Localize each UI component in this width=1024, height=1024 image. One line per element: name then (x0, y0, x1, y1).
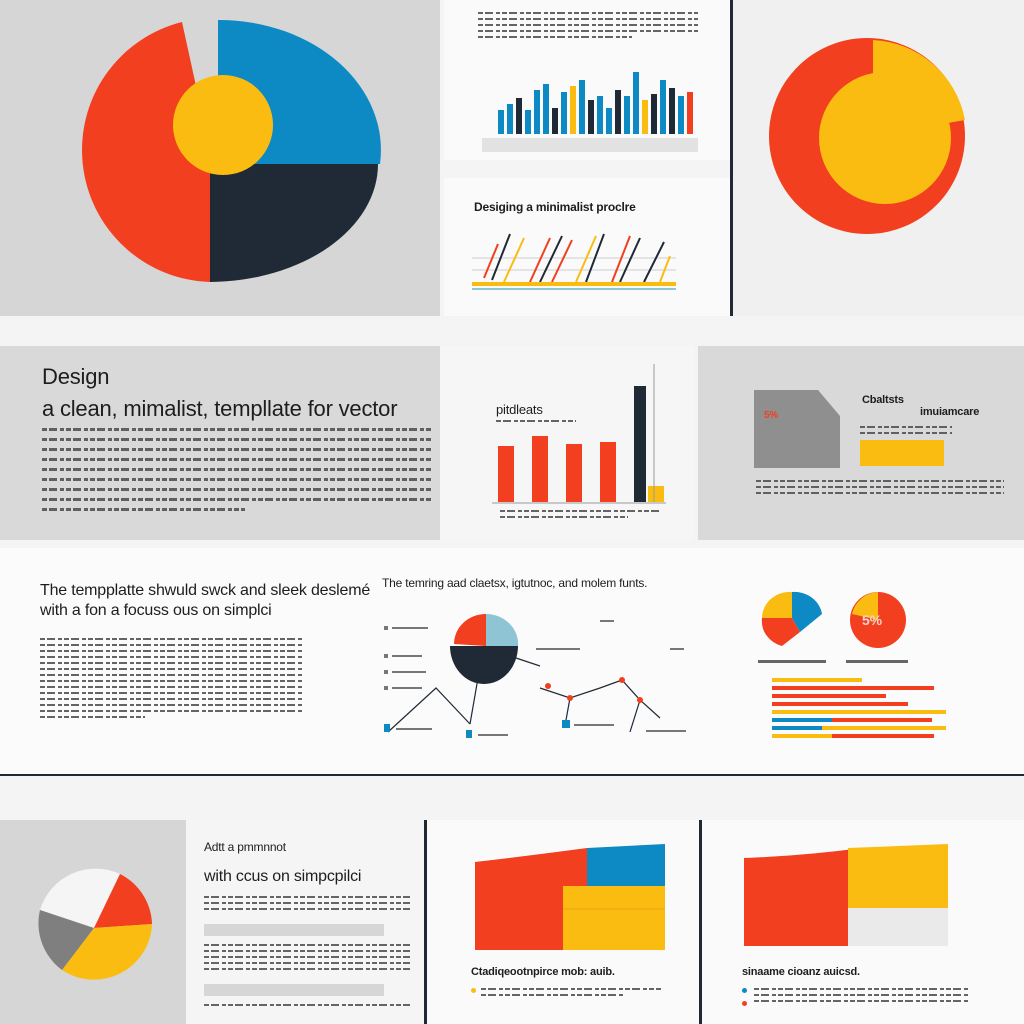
chart3-legend-dot-1 (742, 988, 747, 993)
row3-divider (0, 774, 1024, 776)
row4-pie-panel (0, 820, 186, 1024)
row2-heading-1: Design (42, 364, 110, 389)
pie-center-yellow (173, 75, 273, 175)
row4-heading-1: Adtt a pmmnnot (204, 840, 286, 854)
row4-text-panel: Adtt a pmmnnot with ccus on simpcpilci (186, 820, 424, 1024)
row2-bar-chart (492, 364, 666, 504)
pie-badge: 5% (862, 612, 882, 628)
bar-chart-sublabel (496, 420, 576, 426)
row2-heading-2: a clean, mimalist, templlate for vector (42, 396, 398, 421)
row4-divider-2 (699, 820, 702, 1024)
bar-chart-label: pitdleats (496, 402, 543, 417)
row1-exploded-pie (82, 19, 381, 282)
row3-panel: The tempplatte shwuld swck and sleek des… (0, 548, 1024, 774)
row4-pie-chart (38, 868, 152, 980)
row2-bar-panel: pitdleats (440, 346, 694, 540)
row2-text-panel: Design a clean, mimalist, templlate for … (0, 346, 440, 540)
chart2-caption: Ctadiqeootnpirce mob: auib. (471, 966, 615, 978)
bar-panel-text (478, 12, 698, 42)
row1-bar-chart (482, 72, 698, 152)
row4-input-bar-1 (204, 924, 384, 936)
row4-body-text-3 (204, 1004, 410, 1010)
card-title: Cbaltsts (862, 394, 904, 406)
chart2-legend-text (481, 988, 661, 1000)
row3-heading-2: with a fon a focuss ous on simplci (40, 602, 272, 619)
pie-slice-red (82, 22, 210, 282)
row4-area-chart-2 (475, 844, 665, 950)
card-text (860, 426, 952, 438)
chart3-legend-dot-2 (742, 1001, 747, 1006)
row4-divider-1 (424, 820, 427, 1024)
chart2-legend-dot (471, 988, 476, 993)
row2-body-text (42, 428, 432, 518)
row3-heading-1: The tempplatte shwuld swck and sleek des… (40, 582, 371, 599)
row2-card-panel: 5% Cbaltsts imuiamcare (698, 346, 1024, 540)
row1-pie-panel (0, 0, 440, 316)
pie-slice-dark (210, 164, 378, 282)
row1-line-chart (472, 233, 676, 290)
chart3-legend-text (754, 988, 968, 1006)
card-subtitle: imuiamcare (920, 406, 980, 418)
row4-chart2-panel: Ctadiqeootnpirce mob: auib. (427, 820, 699, 1024)
row4-body-text-2 (204, 944, 410, 974)
row3-infographic (384, 591, 946, 738)
row3-body-text (40, 638, 302, 722)
chart3-caption: sinaame cioanz auicsd. (742, 966, 860, 978)
card-badge: 5% (764, 410, 779, 421)
row4-chart3-panel: sinaame cioanz auicsd. (702, 820, 1024, 1024)
row4-area-chart-3 (744, 844, 948, 946)
row1-line-panel: Desiging a minimalist proclre (444, 178, 730, 316)
row2-card-shape (754, 390, 944, 468)
card-footer-text (756, 480, 1004, 498)
row4-input-bar-2 (204, 984, 384, 996)
row1-divider (730, 0, 733, 316)
infographic-title: The temring aad claetsx, igtutnoc, and m… (382, 576, 648, 590)
row4-heading-2: with ccus on simpcpilci (204, 868, 362, 885)
row1-donut-panel (733, 0, 1024, 316)
row1-bar-panel (444, 0, 730, 160)
row4-body-text-1 (204, 896, 410, 914)
bar-chart-ticks (500, 510, 660, 522)
line-chart-title: Desiging a minimalist proclre (474, 200, 636, 214)
row1-donut-chart (769, 38, 965, 234)
